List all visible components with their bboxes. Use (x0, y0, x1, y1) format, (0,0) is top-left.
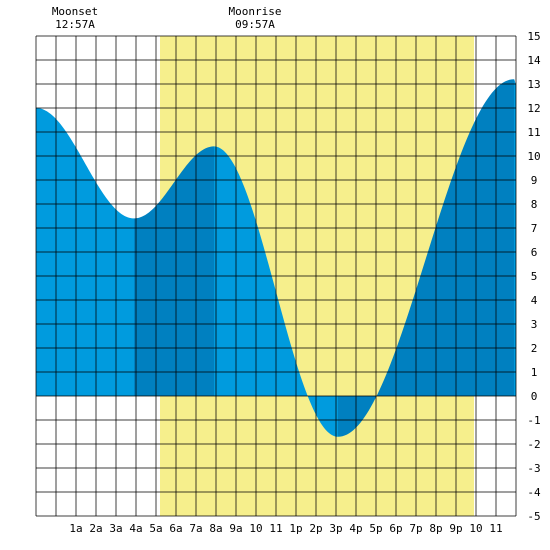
x-tick-label: 2p (309, 522, 322, 535)
x-tick-label: 11 (489, 522, 502, 535)
y-tick-label: 14 (527, 54, 541, 67)
x-tick-label: 1p (289, 522, 302, 535)
x-tick-label: 5p (369, 522, 382, 535)
y-tick-label: 15 (527, 30, 540, 43)
x-tick-label: 6p (389, 522, 402, 535)
annotation-label: Moonset (52, 5, 98, 18)
x-tick-label: 10 (249, 522, 262, 535)
x-tick-label: 8a (209, 522, 222, 535)
annotation-time: 12:57A (55, 18, 95, 31)
annotation-label: Moonrise (229, 5, 282, 18)
y-tick-label: -2 (527, 438, 540, 451)
x-tick-label: 11 (269, 522, 282, 535)
y-tick-label: -4 (527, 486, 541, 499)
y-tick-label: 12 (527, 102, 540, 115)
x-axis-ticks: 1a 2a 3a 4a 5a 6a 7a 8a 9a 10 11 1p 2p 3p 4p 5p 6p 7p 8p 9p… (69, 522, 502, 535)
tide-segment (214, 146, 338, 437)
x-tick-label: 9a (229, 522, 242, 535)
y-tick-label: -3 (527, 462, 540, 475)
tide-segment (514, 79, 516, 396)
x-tick-label: 7p (409, 522, 422, 535)
y-tick-label: 6 (531, 246, 538, 259)
y-tick-label: 8 (531, 198, 538, 211)
x-tick-label: 5a (149, 522, 162, 535)
tide-segment (134, 146, 214, 396)
y-tick-label: 2 (531, 342, 538, 355)
y-tick-label: 13 (527, 78, 540, 91)
y-tick-label: 7 (531, 222, 538, 235)
y-tick-label: -5 (527, 510, 540, 523)
x-tick-label: 1a (69, 522, 82, 535)
y-tick-label: 1 (531, 366, 538, 379)
y-tick-label: 10 (527, 150, 540, 163)
x-tick-label: 6a (169, 522, 182, 535)
y-tick-label: 0 (531, 390, 538, 403)
x-tick-label: 8p (429, 522, 442, 535)
x-tick-label: 2a (89, 522, 102, 535)
x-tick-label: 9p (449, 522, 462, 535)
x-tick-label: 7a (189, 522, 202, 535)
x-tick-label: 3p (329, 522, 342, 535)
y-tick-label: 11 (527, 126, 540, 139)
x-tick-label: 4a (129, 522, 142, 535)
x-tick-label: 3a (109, 522, 122, 535)
tide-segment (338, 79, 514, 437)
y-tick-label: 9 (531, 174, 538, 187)
y-tick-label: 3 (531, 318, 538, 331)
x-tick-label: 4p (349, 522, 362, 535)
y-tick-label: 4 (531, 294, 538, 307)
y-tick-label: 5 (531, 270, 538, 283)
x-tick-label: 10 (469, 522, 482, 535)
grid (35, 35, 517, 517)
y-tick-label: -1 (527, 414, 540, 427)
annotation-time: 09:57A (235, 18, 275, 31)
